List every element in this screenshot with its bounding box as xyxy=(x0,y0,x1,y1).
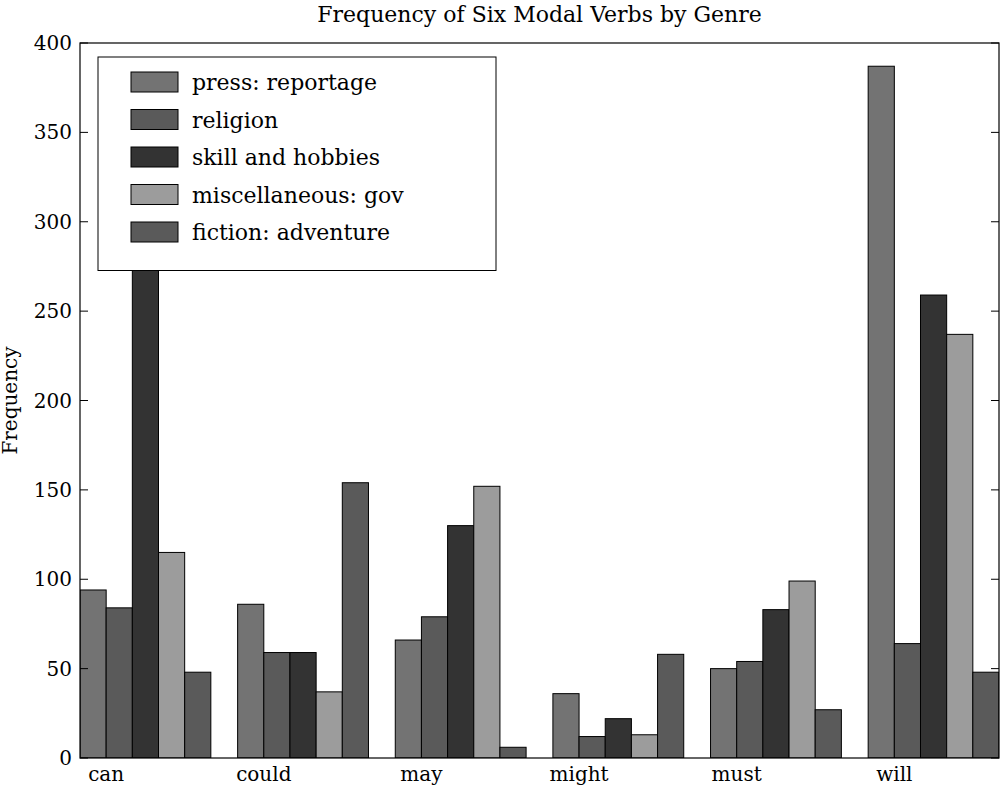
plot-frame xyxy=(80,43,999,758)
bar xyxy=(605,719,631,758)
bar xyxy=(711,669,737,758)
legend-swatch xyxy=(131,147,178,167)
bar xyxy=(106,608,132,758)
bar xyxy=(421,617,447,758)
category-label: might xyxy=(550,762,609,786)
bar xyxy=(474,486,500,758)
bar xyxy=(316,692,342,758)
tick xyxy=(80,400,88,401)
tick xyxy=(80,668,88,669)
bar xyxy=(132,270,158,758)
legend-label: fiction: adventure xyxy=(192,220,390,245)
chart: 0 50 100 150 200 250 300 350 400 can could may might… xyxy=(0,0,1000,790)
tick xyxy=(991,400,999,401)
legend-swatch xyxy=(131,222,178,242)
tick-label: 50 xyxy=(47,657,72,681)
bar xyxy=(290,653,316,758)
axis-label: Frequency xyxy=(0,346,22,455)
tick-label: 350 xyxy=(34,120,72,144)
tick xyxy=(991,758,999,759)
tick xyxy=(991,43,999,44)
tick xyxy=(991,132,999,133)
bar xyxy=(737,661,763,758)
tick xyxy=(80,489,88,490)
bar xyxy=(579,737,605,758)
legend-label: press: reportage xyxy=(192,70,377,95)
bar xyxy=(868,66,894,758)
bar xyxy=(947,334,973,758)
bar xyxy=(238,604,264,758)
bar xyxy=(500,747,526,758)
bar xyxy=(159,552,185,758)
tick-label: 300 xyxy=(34,210,72,234)
category-label: must xyxy=(712,762,762,786)
legend-label: skill and hobbies xyxy=(192,145,380,170)
legend-swatch xyxy=(131,110,178,130)
tick xyxy=(991,311,999,312)
tick-label: 150 xyxy=(34,478,72,502)
category-label: may xyxy=(400,762,443,786)
chart-root: 0 50 100 150 200 250 300 350 400 can could may might… xyxy=(0,0,1000,790)
tick xyxy=(991,489,999,490)
tick xyxy=(80,758,88,759)
category-label: will xyxy=(876,762,912,786)
bar xyxy=(815,710,841,758)
tick-label: 250 xyxy=(34,299,72,323)
bar xyxy=(264,653,290,758)
tick xyxy=(991,579,999,580)
legend-box xyxy=(98,57,496,271)
bar xyxy=(553,694,579,758)
tick xyxy=(80,311,88,312)
category-label: can xyxy=(88,762,124,786)
tick-label: 200 xyxy=(34,389,72,413)
bar xyxy=(80,590,106,758)
category-label: could xyxy=(236,762,292,786)
tick xyxy=(80,43,88,44)
tick-label: 400 xyxy=(34,31,72,55)
legend-swatch xyxy=(131,72,178,92)
legend: press: reportage religion skill and hobbie… xyxy=(98,57,496,271)
tick xyxy=(80,579,88,580)
bar xyxy=(658,654,684,758)
bar xyxy=(185,672,211,758)
title: Frequency of Six Modal Verbs by Genre xyxy=(317,2,761,27)
bar xyxy=(920,295,946,758)
tick xyxy=(991,668,999,669)
bar xyxy=(395,640,421,758)
bar xyxy=(789,581,815,758)
bar xyxy=(448,526,474,758)
bar xyxy=(631,735,657,758)
legend-label: miscellaneous: gov xyxy=(192,183,404,208)
bar xyxy=(894,644,920,758)
tick xyxy=(991,221,999,222)
tick-label: 0 xyxy=(59,746,72,770)
bar xyxy=(342,483,368,758)
legend-label: religion xyxy=(192,108,278,133)
tick xyxy=(80,132,88,133)
bar xyxy=(973,672,999,758)
tick-label: 100 xyxy=(34,567,72,591)
tick xyxy=(80,221,88,222)
legend-swatch xyxy=(131,185,178,205)
bar xyxy=(763,610,789,758)
